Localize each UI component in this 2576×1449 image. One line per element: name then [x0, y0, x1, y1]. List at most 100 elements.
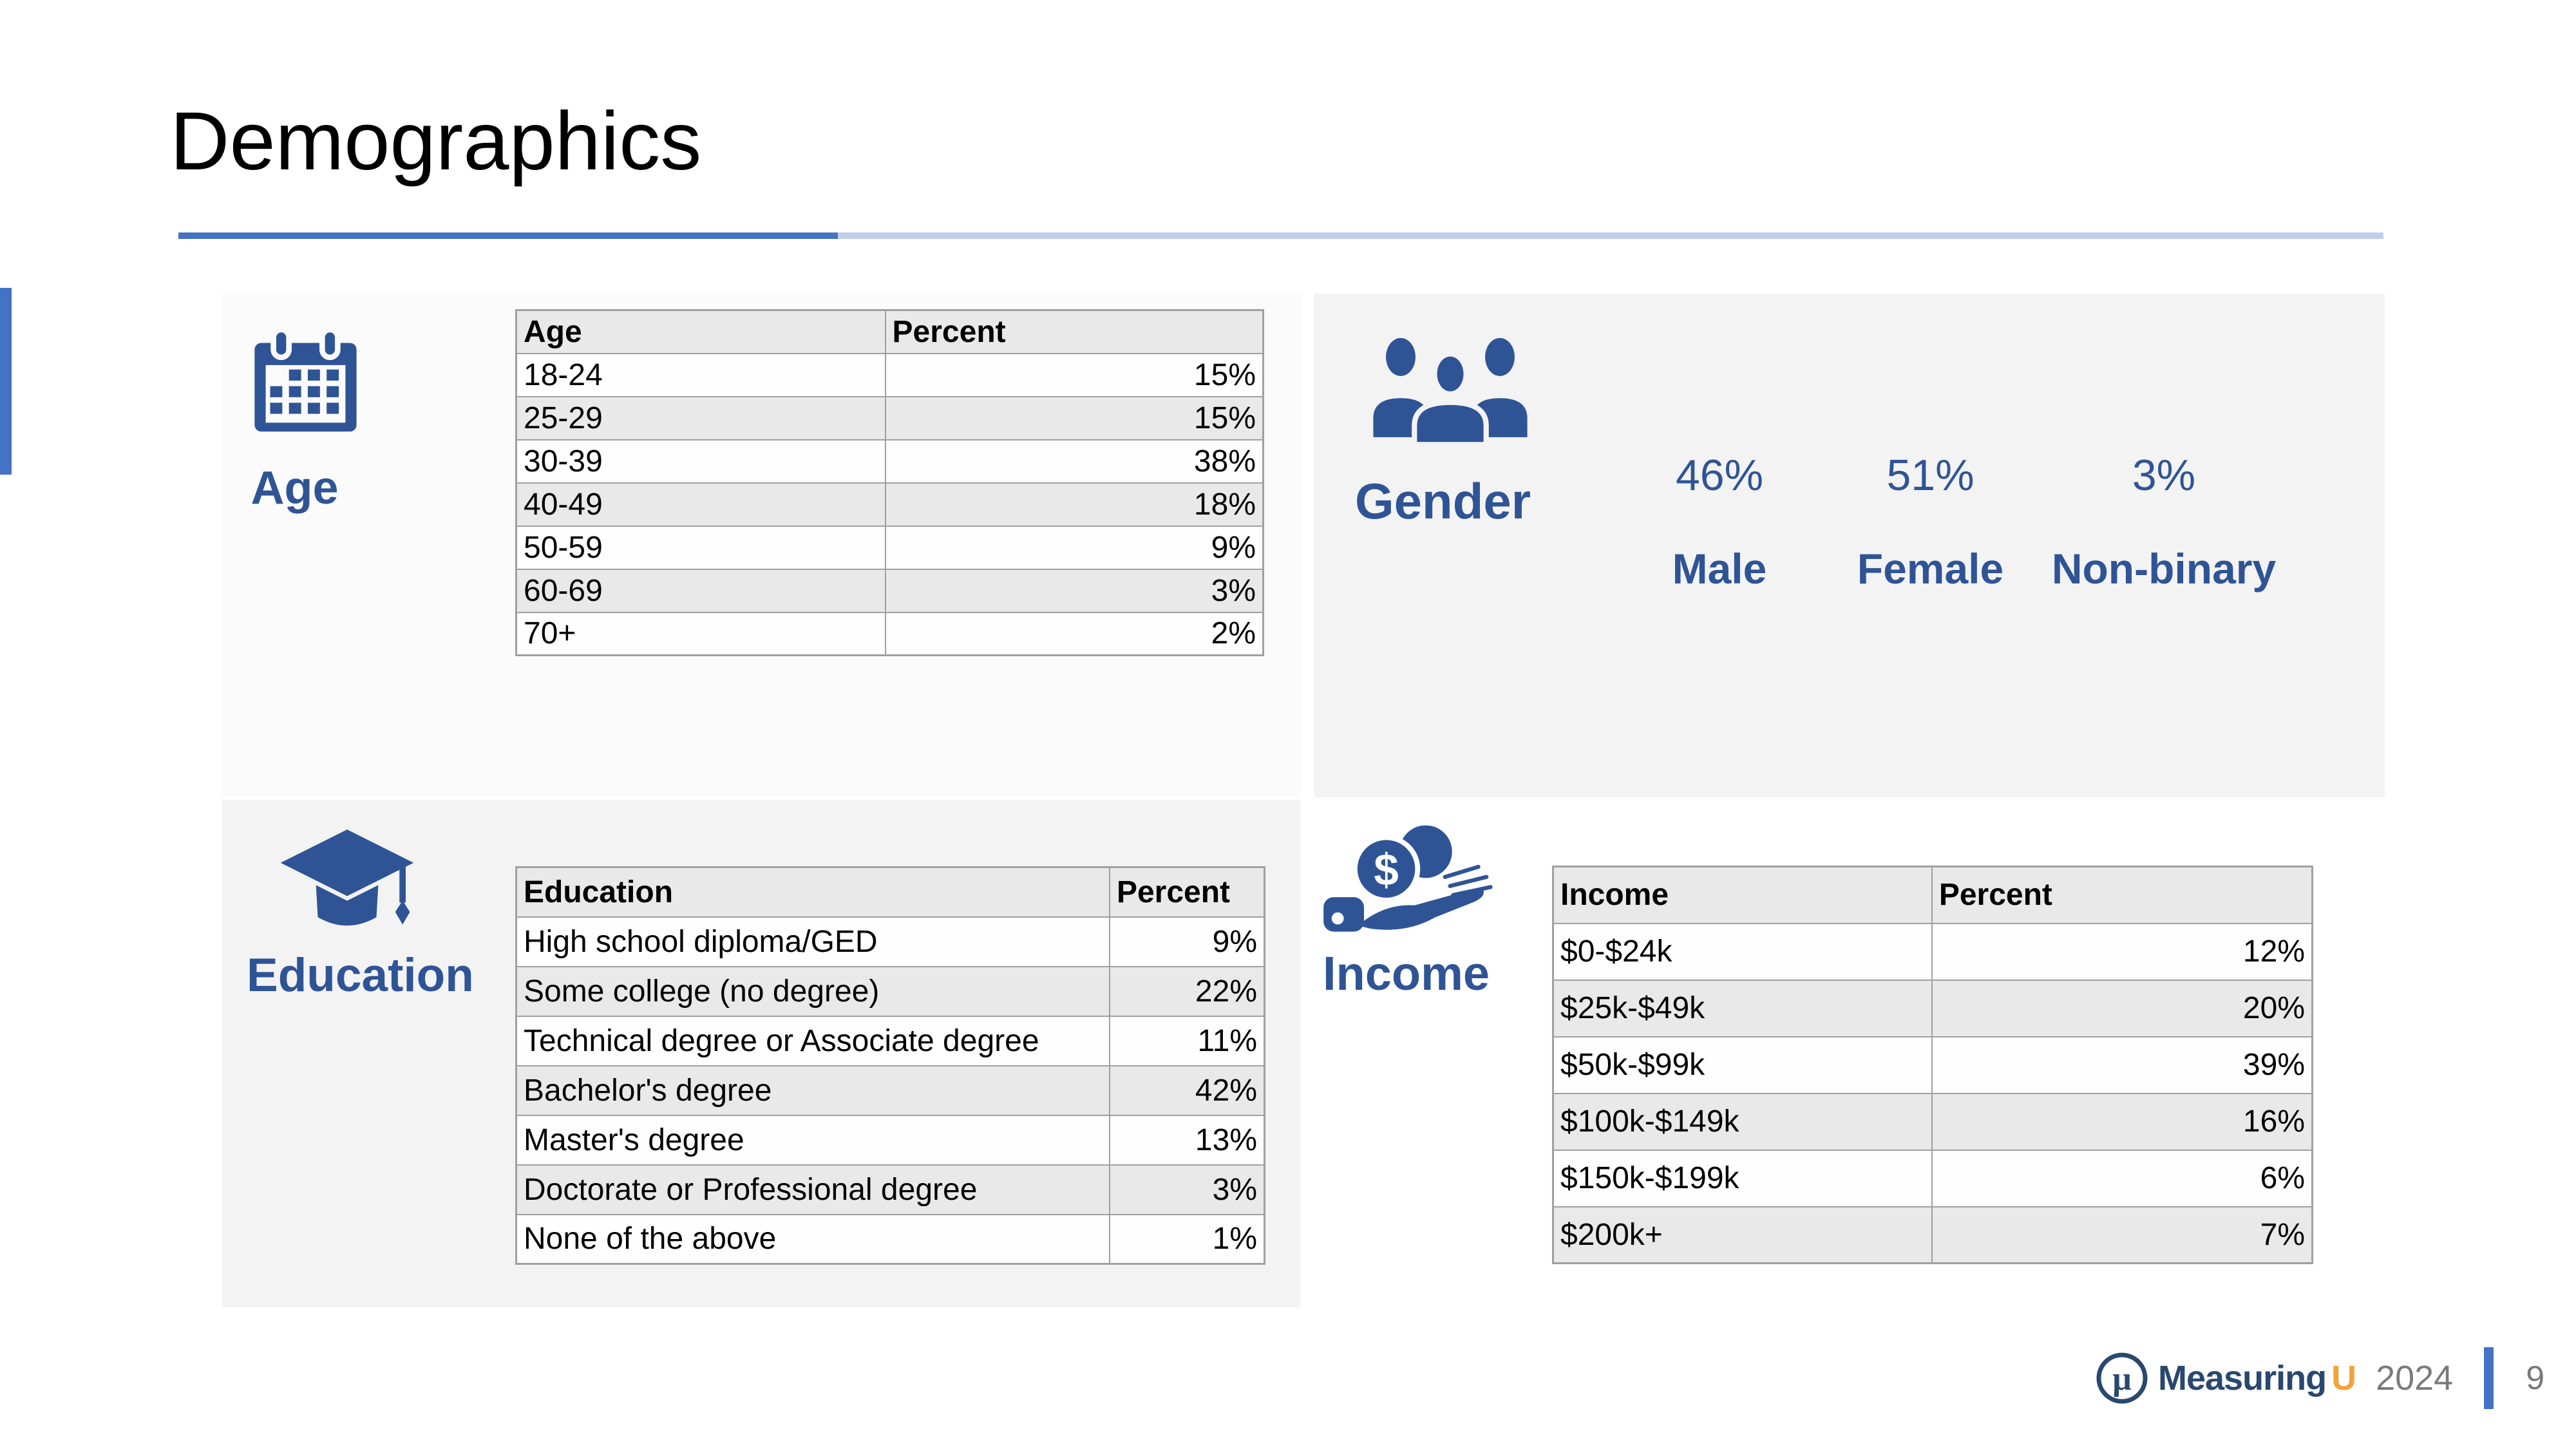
age-table: Age Percent 18-24 15% 25-29 15% 30-39 38% 4…	[515, 309, 1264, 656]
income-section: $ Income Income Percent $0-$24k 12% $25k-…	[1314, 800, 2385, 1307]
education-column-header: Education	[515, 866, 1110, 918]
age-section: Age Age Percent 18-24 15% 25-29 15% 30-39 3…	[222, 294, 1301, 797]
percent-cell: 16%	[1931, 1092, 2313, 1151]
income-range-cell: $50k-$99k	[1552, 1036, 1933, 1094]
education-table-header-row: Education Percent	[515, 866, 1265, 918]
underline-light-segment	[838, 232, 2383, 239]
table-row: $100k-$149k 16%	[1552, 1092, 2313, 1151]
percent-cell: 18%	[884, 482, 1264, 527]
education-level-cell: Doctorate or Professional degree	[515, 1164, 1110, 1215]
gender-section-label: Gender	[1355, 473, 1531, 529]
percent-cell: 6%	[1931, 1149, 2313, 1208]
percent-column-header: Percent	[884, 309, 1264, 354]
age-range-cell: 50-59	[515, 525, 886, 570]
percent-cell: 11%	[1108, 1015, 1265, 1066]
stat-value: 3%	[2132, 451, 2196, 500]
age-range-cell: 30-39	[515, 439, 886, 484]
income-column-header: Income	[1552, 866, 1933, 924]
gender-stat-nonbinary: 3% Non-binary	[2022, 453, 2306, 590]
percent-cell: 3%	[884, 568, 1264, 613]
age-range-cell: 40-49	[515, 482, 886, 527]
table-row: $0-$24k 12%	[1552, 922, 2313, 981]
people-icon	[1373, 337, 1528, 446]
percent-cell: 12%	[1931, 922, 2313, 981]
table-row: 40-49 18%	[515, 482, 1264, 527]
education-level-cell: High school diploma/GED	[515, 916, 1110, 967]
measuringu-logo-icon: μ	[2096, 1352, 2148, 1404]
age-range-cell: 70+	[515, 611, 886, 656]
table-row: $50k-$99k 39%	[1552, 1036, 2313, 1094]
gender-stat-male: 46% Male	[1623, 453, 1816, 590]
percent-cell: 20%	[1931, 979, 2313, 1037]
table-row: Doctorate or Professional degree 3%	[515, 1164, 1265, 1215]
table-row: Some college (no degree) 22%	[515, 965, 1265, 1017]
gender-stat-female: 51% Female	[1832, 453, 2029, 590]
percent-cell: 39%	[1931, 1036, 2313, 1094]
income-table-header-row: Income Percent	[1552, 866, 2313, 924]
percent-cell: 15%	[884, 395, 1264, 440]
income-section-label: Income	[1323, 947, 1490, 1000]
income-range-cell: $0-$24k	[1552, 922, 1933, 981]
money-hand-icon: $	[1323, 825, 1493, 932]
brand-name: Measuring	[2158, 1359, 2327, 1397]
education-level-cell: None of the above	[515, 1213, 1110, 1265]
education-section-label: Education	[247, 949, 474, 1001]
table-row: Technical degree or Associate degree 11%	[515, 1015, 1265, 1066]
footer: μ Measuring U 2024 9	[2095, 1347, 2544, 1409]
footer-year: 2024	[2376, 1359, 2454, 1397]
calendar-icon	[254, 327, 357, 432]
income-range-cell: $25k-$49k	[1552, 979, 1933, 1037]
table-row: $150k-$199k 6%	[1552, 1149, 2313, 1208]
age-range-cell: 25-29	[515, 395, 886, 440]
table-row: Bachelor's degree 42%	[515, 1065, 1265, 1116]
age-section-label: Age	[251, 462, 339, 514]
age-column-header: Age	[515, 309, 886, 354]
percent-cell: 15%	[884, 352, 1264, 397]
income-table: Income Percent $0-$24k 12% $25k-$49k 20% $…	[1552, 866, 2313, 1264]
underline-dark-segment	[178, 232, 838, 239]
title-underline	[178, 232, 2383, 239]
age-range-cell: 60-69	[515, 568, 886, 613]
percent-cell: 13%	[1108, 1114, 1265, 1166]
table-row: 70+ 2%	[515, 611, 1264, 656]
svg-text:$: $	[1374, 844, 1398, 895]
graduation-cap-icon	[274, 824, 421, 926]
age-range-cell: 18-24	[515, 352, 886, 397]
mu-glyph: μ	[2112, 1361, 2131, 1397]
table-row: $200k+ 7%	[1552, 1206, 2313, 1264]
table-row: $25k-$49k 20%	[1552, 979, 2313, 1037]
percent-column-header: Percent	[1108, 866, 1265, 918]
percent-cell: 7%	[1931, 1206, 2313, 1264]
income-range-cell: $200k+	[1552, 1206, 1933, 1264]
stat-value: 46%	[1675, 451, 1764, 500]
percent-cell: 9%	[1108, 916, 1265, 967]
table-row: 60-69 3%	[515, 568, 1264, 613]
table-row: 50-59 9%	[515, 525, 1264, 570]
table-row: 30-39 38%	[515, 439, 1264, 484]
age-table-header-row: Age Percent	[515, 309, 1264, 354]
income-range-cell: $100k-$149k	[1552, 1092, 1933, 1151]
percent-cell: 38%	[884, 439, 1264, 484]
gender-section: Gender 46% Male 51% Female 3% Non-binary	[1314, 294, 2385, 797]
footer-divider-bar	[2484, 1347, 2494, 1409]
education-level-cell: Some college (no degree)	[515, 965, 1110, 1017]
education-section: Education Education Percent High school …	[222, 800, 1301, 1307]
education-table: Education Percent High school diploma/GE…	[515, 866, 1265, 1265]
percent-cell: 22%	[1108, 965, 1265, 1017]
percent-cell: 42%	[1108, 1065, 1265, 1116]
percent-cell: 9%	[884, 525, 1264, 570]
left-accent-bar	[0, 288, 12, 475]
percent-cell: 3%	[1108, 1164, 1265, 1215]
page-number: 9	[2526, 1359, 2545, 1397]
stat-label: Male	[1672, 545, 1767, 592]
stat-label: Female	[1857, 545, 2004, 592]
brand-accent-letter: U	[2331, 1359, 2357, 1397]
table-row: None of the above 1%	[515, 1213, 1265, 1265]
stat-value: 51%	[1886, 451, 1975, 500]
stat-label: Non-binary	[2051, 545, 2277, 592]
table-row: Master's degree 13%	[515, 1114, 1265, 1166]
percent-column-header: Percent	[1931, 866, 2313, 924]
page-title: Demographics	[170, 95, 702, 187]
education-level-cell: Bachelor's degree	[515, 1065, 1110, 1116]
percent-cell: 1%	[1108, 1213, 1265, 1265]
